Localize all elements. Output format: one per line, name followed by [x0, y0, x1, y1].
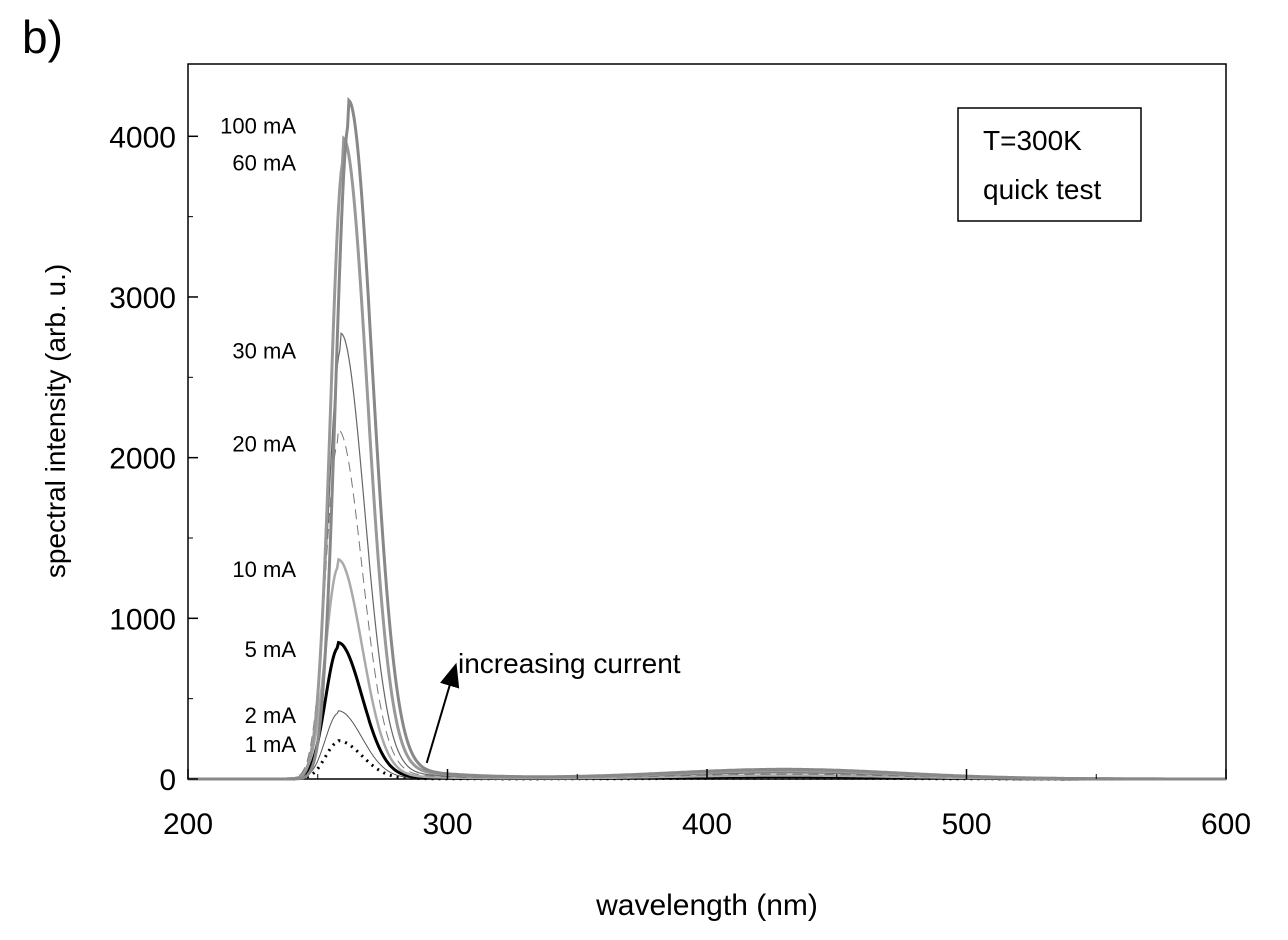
y-tick-label: 1000 — [109, 603, 176, 636]
y-axis: 0 1000 2000 3000 4000 — [109, 121, 198, 797]
y-tick-label: 2000 — [109, 443, 176, 476]
x-axis-label: wavelength (nm) — [595, 889, 818, 922]
x-axis: 200 300 400 500 600 — [163, 769, 1251, 841]
x-tick-label: 600 — [1201, 808, 1251, 841]
series-line — [188, 557, 1226, 781]
x-tick-label: 500 — [941, 808, 991, 841]
x-tick-label: 300 — [422, 808, 472, 841]
y-tick-label: 0 — [159, 764, 176, 797]
y-tick-label: 4000 — [109, 121, 176, 154]
series-line — [188, 135, 1226, 781]
series-line — [188, 710, 1226, 780]
series-label: 1 mA — [245, 732, 297, 757]
x-tick-label: 400 — [682, 808, 732, 841]
panel-label: b) — [22, 11, 63, 63]
series-label: 20 mA — [232, 432, 296, 457]
y-axis-label: spectral intensity (arb. u.) — [40, 264, 71, 578]
series-label: 60 mA — [232, 150, 296, 175]
legend-line-1: T=300K — [983, 125, 1082, 156]
series-line — [188, 640, 1226, 781]
x-tick-label: 200 — [163, 808, 213, 841]
series-label: 30 mA — [232, 338, 296, 363]
legend-line-2: quick test — [983, 174, 1101, 205]
legend-box: T=300K quick test — [957, 107, 1142, 222]
series-label: 10 mA — [232, 557, 296, 582]
series-label: 5 mA — [245, 637, 297, 662]
series-line — [188, 429, 1226, 780]
y-tick-label: 3000 — [109, 282, 176, 315]
series-labels: 1 mA 2 mA 5 mA 10 mA 20 mA 30 mA 60 mA 100 mA — [220, 113, 296, 757]
increasing-current-arrow — [425, 662, 460, 764]
series-label: 100 mA — [220, 113, 296, 138]
series-label: 2 mA — [245, 703, 297, 728]
annotation-text: increasing current — [458, 648, 681, 679]
